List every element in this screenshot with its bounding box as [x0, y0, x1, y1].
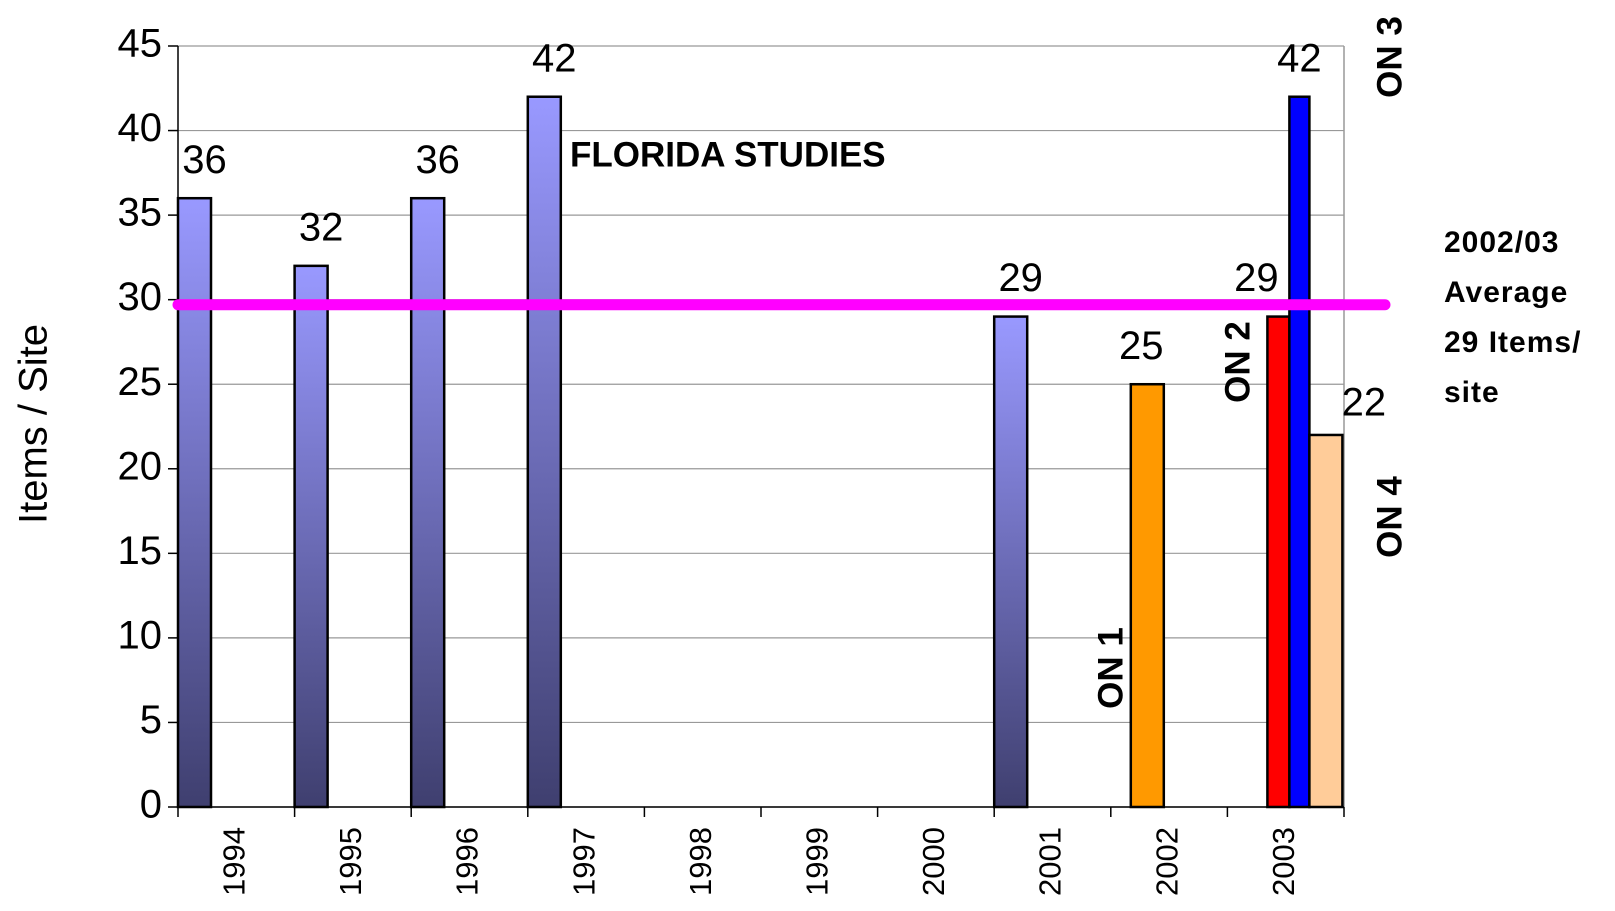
y-tick-label: 5 — [140, 698, 162, 742]
value-label: 32 — [299, 205, 344, 249]
bar — [1129, 382, 1166, 809]
bar — [1308, 433, 1344, 809]
bar — [1288, 95, 1311, 809]
average-annotation: 2002/03 — [1444, 226, 1559, 259]
bar — [176, 196, 213, 809]
average-annotation: 29 Items/ — [1444, 326, 1581, 359]
value-label: 29 — [1234, 256, 1279, 300]
x-tick-label: 1996 — [450, 827, 485, 896]
value-label: 42 — [532, 36, 577, 80]
value-label: 42 — [1277, 36, 1322, 80]
bar — [1266, 315, 1291, 809]
y-tick-label: 0 — [140, 783, 162, 827]
x-tick-label: 1994 — [216, 827, 251, 896]
series-label: ON 2 — [1218, 321, 1257, 403]
average-annotation: site — [1444, 376, 1500, 409]
y-tick-label: 25 — [118, 360, 163, 404]
value-label: 36 — [182, 138, 227, 182]
y-axis-label: Items / Site — [12, 324, 56, 524]
bar — [992, 315, 1029, 809]
x-tick-label: 1998 — [683, 827, 718, 896]
y-tick-label: 30 — [118, 275, 163, 319]
x-tick-label: 2001 — [1033, 827, 1068, 896]
y-tick-label: 40 — [118, 106, 163, 150]
y-tick-label: 10 — [118, 613, 163, 657]
series-label: ON 3 — [1370, 16, 1409, 98]
y-tick-label: 15 — [118, 529, 163, 573]
bar — [293, 264, 329, 809]
y-tick-label: 35 — [118, 191, 163, 235]
x-tick-label: 2002 — [1149, 827, 1184, 896]
series-label: ON 1 — [1091, 627, 1130, 709]
y-tick-label: 45 — [118, 22, 163, 66]
x-tick-label: 1999 — [799, 827, 834, 896]
average-annotation: Average — [1444, 276, 1568, 309]
bar — [409, 196, 446, 809]
x-tick-label: 2000 — [916, 827, 951, 896]
value-label: 25 — [1119, 324, 1164, 368]
value-label: 22 — [1342, 381, 1387, 425]
series-label: ON 4 — [1370, 476, 1409, 558]
y-tick-label: 20 — [118, 444, 163, 488]
bar — [526, 95, 563, 809]
series-label: FLORIDA STUDIES — [570, 135, 886, 174]
x-tick-label: 2003 — [1266, 827, 1301, 896]
value-label: 29 — [998, 256, 1043, 300]
value-label: 36 — [415, 138, 460, 182]
x-tick-label: 1995 — [333, 827, 368, 896]
x-tick-label: 1997 — [566, 827, 601, 896]
